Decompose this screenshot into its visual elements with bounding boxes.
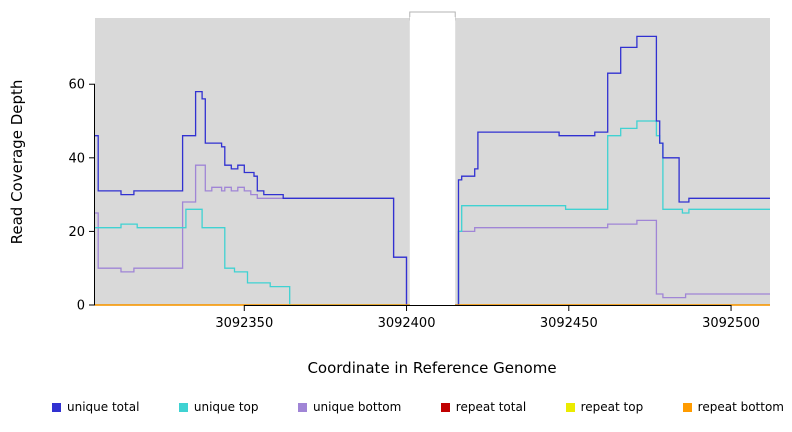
legend-item-repeat-top: repeat top <box>565 400 644 414</box>
legend-swatch <box>297 402 307 412</box>
legend-label: unique top <box>193 400 259 414</box>
legend-swatch <box>440 402 450 412</box>
x-tick-label: 3092400 <box>378 316 436 331</box>
y-tick-label: 20 <box>68 225 85 240</box>
legend-item-unique-bottom: unique bottom <box>297 400 402 414</box>
x-tick-label: 3092350 <box>215 316 273 331</box>
series-unique-bottom <box>455 219 770 306</box>
legend-label: repeat bottom <box>697 400 784 414</box>
coverage-chart: 3092350 3092400 3092450 3092500 0 20 40 60 Coor… <box>8 11 770 377</box>
coverage-gap <box>409 17 456 305</box>
x-axis-label: Coordinate in Reference Genome <box>307 359 556 377</box>
legend-label: repeat top <box>580 400 644 414</box>
y-tick-label: 40 <box>68 151 85 166</box>
series-unique-top <box>455 120 770 306</box>
legend-swatch <box>52 402 61 412</box>
legend-label: unique total <box>67 400 140 414</box>
legend-label: repeat total <box>455 400 527 414</box>
x-tick-label: 3092500 <box>702 316 760 331</box>
chart-layers: 3092350 3092400 3092450 3092500 0 20 40 60 <box>68 11 770 331</box>
chart-legend: unique total unique top unique bottom repea… <box>52 400 784 414</box>
series-unique-total <box>95 90 408 305</box>
legend-swatch <box>565 402 575 412</box>
y-axis-label: Read Coverage Depth <box>8 80 26 245</box>
legend-item-unique-top: unique top <box>178 400 259 414</box>
legend-item-repeat-total: repeat total <box>440 400 527 414</box>
series-unique-top <box>95 208 410 306</box>
legend-swatch <box>178 402 188 412</box>
legend-swatch <box>682 402 692 412</box>
x-tick-label: 3092450 <box>540 316 598 331</box>
legend-item-unique-total: unique total <box>52 400 139 414</box>
y-tick-label: 0 <box>77 299 85 314</box>
series-unique-bottom <box>95 164 408 305</box>
series-unique-total <box>455 35 770 306</box>
y-tick-label: 60 <box>68 78 85 93</box>
legend-item-repeat-bottom: repeat bottom <box>682 400 784 414</box>
legend-label: unique bottom <box>312 400 402 414</box>
